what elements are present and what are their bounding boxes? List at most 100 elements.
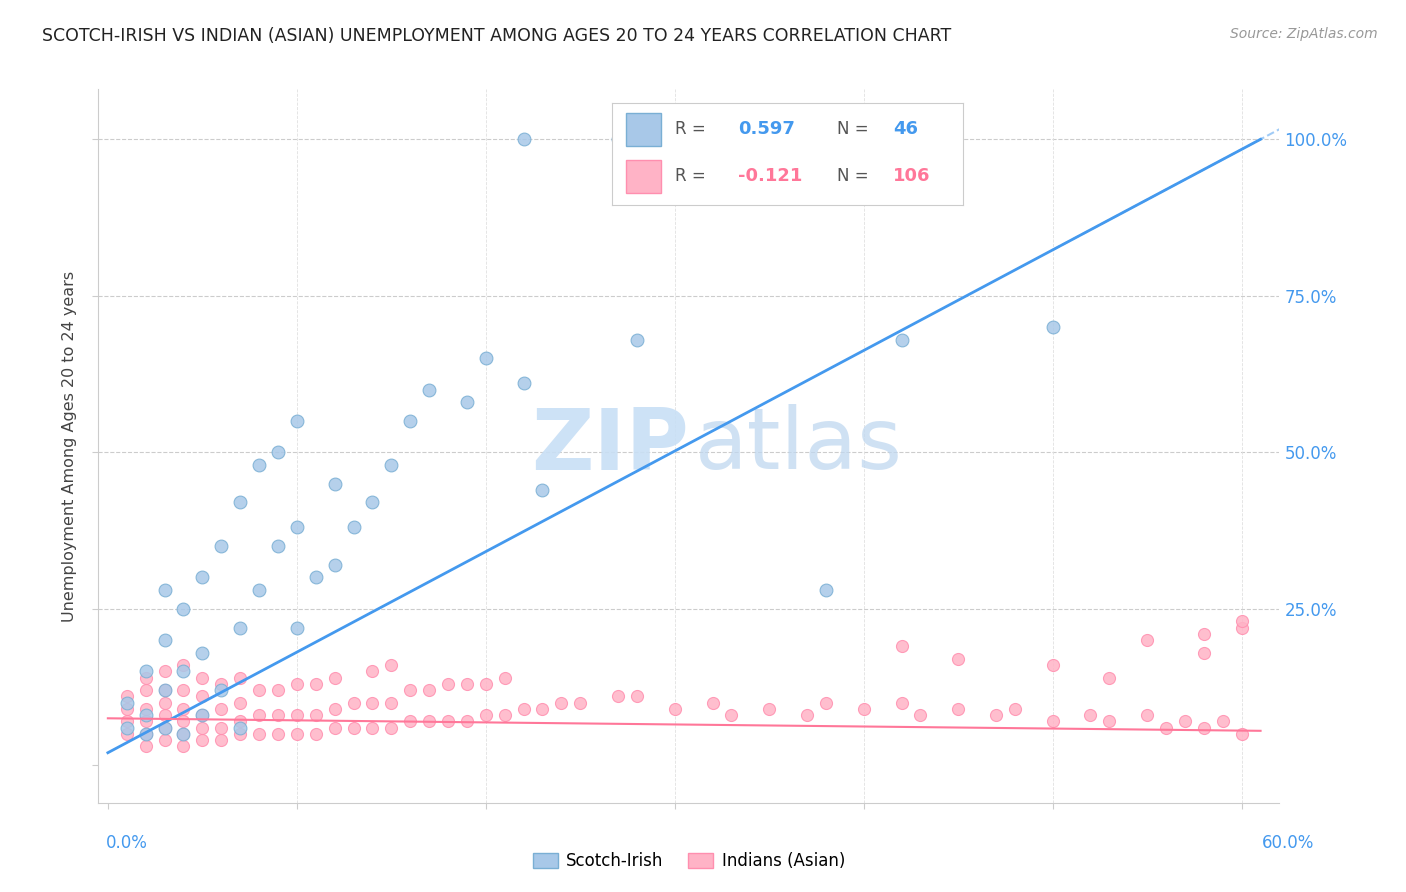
Point: [115, 690, 138, 704]
Point: [285, 727, 308, 741]
Point: [323, 671, 346, 685]
Point: [1098, 714, 1121, 729]
Bar: [626, 160, 661, 193]
Point: [512, 376, 534, 391]
Point: [664, 702, 686, 716]
Point: [305, 677, 328, 691]
Point: [135, 739, 157, 754]
Legend: Scotch-Irish, Indians (Asian): Scotch-Irish, Indians (Asian): [526, 846, 852, 877]
Point: [720, 708, 742, 723]
Point: [285, 414, 308, 428]
Point: [191, 646, 214, 660]
Point: [910, 708, 932, 723]
Text: 0.597: 0.597: [738, 120, 794, 138]
Point: [191, 721, 214, 735]
Point: [512, 702, 534, 716]
Point: [323, 476, 346, 491]
Point: [115, 721, 138, 735]
Point: [1230, 727, 1253, 741]
Point: [247, 727, 270, 741]
Point: [191, 671, 214, 685]
Point: [456, 395, 478, 409]
Point: [626, 690, 648, 704]
Point: [229, 621, 252, 635]
Point: [531, 702, 554, 716]
Point: [418, 383, 440, 397]
Point: [191, 708, 214, 723]
Point: [135, 727, 157, 741]
Point: [172, 601, 194, 615]
Point: [814, 696, 837, 710]
Point: [890, 333, 912, 347]
Point: [399, 683, 422, 698]
Point: [115, 727, 138, 741]
Point: [191, 708, 214, 723]
Text: 46: 46: [893, 120, 918, 138]
Point: [229, 727, 252, 741]
Point: [361, 696, 384, 710]
Point: [135, 671, 157, 685]
Point: [456, 677, 478, 691]
Point: [399, 714, 422, 729]
Point: [153, 665, 176, 679]
Point: [380, 458, 402, 472]
Point: [267, 445, 290, 459]
Point: [475, 708, 498, 723]
Point: [191, 690, 214, 704]
Point: [702, 696, 724, 710]
Point: [1136, 633, 1159, 648]
Point: [890, 696, 912, 710]
Point: [267, 708, 290, 723]
Point: [135, 708, 157, 723]
Point: [607, 690, 630, 704]
Point: [153, 582, 176, 597]
Point: [172, 727, 194, 741]
Point: [380, 696, 402, 710]
Point: [1080, 708, 1102, 723]
Point: [153, 721, 176, 735]
Point: [607, 132, 630, 146]
Point: [153, 733, 176, 747]
Point: [172, 739, 194, 754]
Point: [115, 696, 138, 710]
Point: [437, 677, 460, 691]
Text: N =: N =: [837, 120, 873, 138]
Point: [342, 721, 364, 735]
Point: [796, 708, 818, 723]
Point: [135, 727, 157, 741]
Point: [399, 414, 422, 428]
Point: [361, 721, 384, 735]
Point: [626, 333, 648, 347]
Point: [229, 714, 252, 729]
Point: [475, 351, 498, 366]
Point: [153, 721, 176, 735]
Point: [153, 683, 176, 698]
Point: [1174, 714, 1197, 729]
Point: [342, 520, 364, 534]
Point: [209, 677, 232, 691]
Point: [1212, 714, 1234, 729]
Text: 0.0%: 0.0%: [105, 834, 148, 852]
Point: [172, 702, 194, 716]
Text: -0.121: -0.121: [738, 168, 803, 186]
Point: [569, 696, 592, 710]
Text: R =: R =: [675, 168, 711, 186]
Point: [437, 714, 460, 729]
Point: [115, 702, 138, 716]
Point: [1042, 658, 1064, 673]
Point: [153, 708, 176, 723]
Point: [153, 683, 176, 698]
Point: [267, 539, 290, 553]
Point: [305, 727, 328, 741]
Text: atlas: atlas: [695, 404, 903, 488]
Point: [285, 708, 308, 723]
Text: ZIP: ZIP: [531, 404, 689, 488]
Point: [305, 570, 328, 584]
Point: [135, 714, 157, 729]
Point: [229, 696, 252, 710]
Text: Source: ZipAtlas.com: Source: ZipAtlas.com: [1230, 27, 1378, 41]
Point: [1004, 702, 1026, 716]
Point: [172, 665, 194, 679]
Point: [1098, 671, 1121, 685]
Point: [172, 727, 194, 741]
